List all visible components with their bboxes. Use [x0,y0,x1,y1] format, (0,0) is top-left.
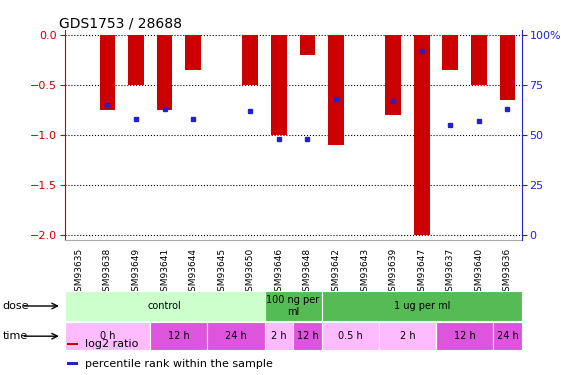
Bar [436,322,493,350]
Bar [493,322,522,350]
Text: log2 ratio: log2 ratio [85,339,139,349]
Text: 24 h: 24 h [496,331,518,341]
Bar [500,35,516,100]
Bar [300,35,315,55]
Bar [208,322,265,350]
Text: 12 h: 12 h [168,331,190,341]
Bar [67,362,78,365]
Bar [379,322,436,350]
Bar [414,35,430,235]
Bar [242,35,258,85]
Text: 100 ng per
ml: 100 ng per ml [266,295,320,317]
Text: GDS1753 / 28688: GDS1753 / 28688 [59,17,182,31]
Bar [67,343,78,345]
Text: control: control [148,301,181,311]
Bar [293,322,321,350]
Bar [65,322,150,350]
Text: 2 h: 2 h [399,331,415,341]
Text: 1 ug per ml: 1 ug per ml [393,301,450,311]
Text: 24 h: 24 h [225,331,247,341]
Bar [321,291,522,321]
Text: 12 h: 12 h [454,331,476,341]
Bar [471,35,487,85]
Text: dose: dose [3,301,29,311]
Text: percentile rank within the sample: percentile rank within the sample [85,359,273,369]
Bar [99,35,115,110]
Text: 0.5 h: 0.5 h [338,331,362,341]
Bar [265,322,293,350]
Text: time: time [3,331,28,341]
Bar [265,291,321,321]
Bar [321,322,379,350]
Bar [328,35,344,145]
Text: 12 h: 12 h [297,331,318,341]
Bar [128,35,144,85]
Bar [385,35,401,115]
Text: 0 h: 0 h [100,331,115,341]
Bar [157,35,172,110]
Text: 2 h: 2 h [271,331,287,341]
Bar [65,291,265,321]
Bar [443,35,458,70]
Bar [185,35,201,70]
Bar [150,322,208,350]
Bar [271,35,287,135]
